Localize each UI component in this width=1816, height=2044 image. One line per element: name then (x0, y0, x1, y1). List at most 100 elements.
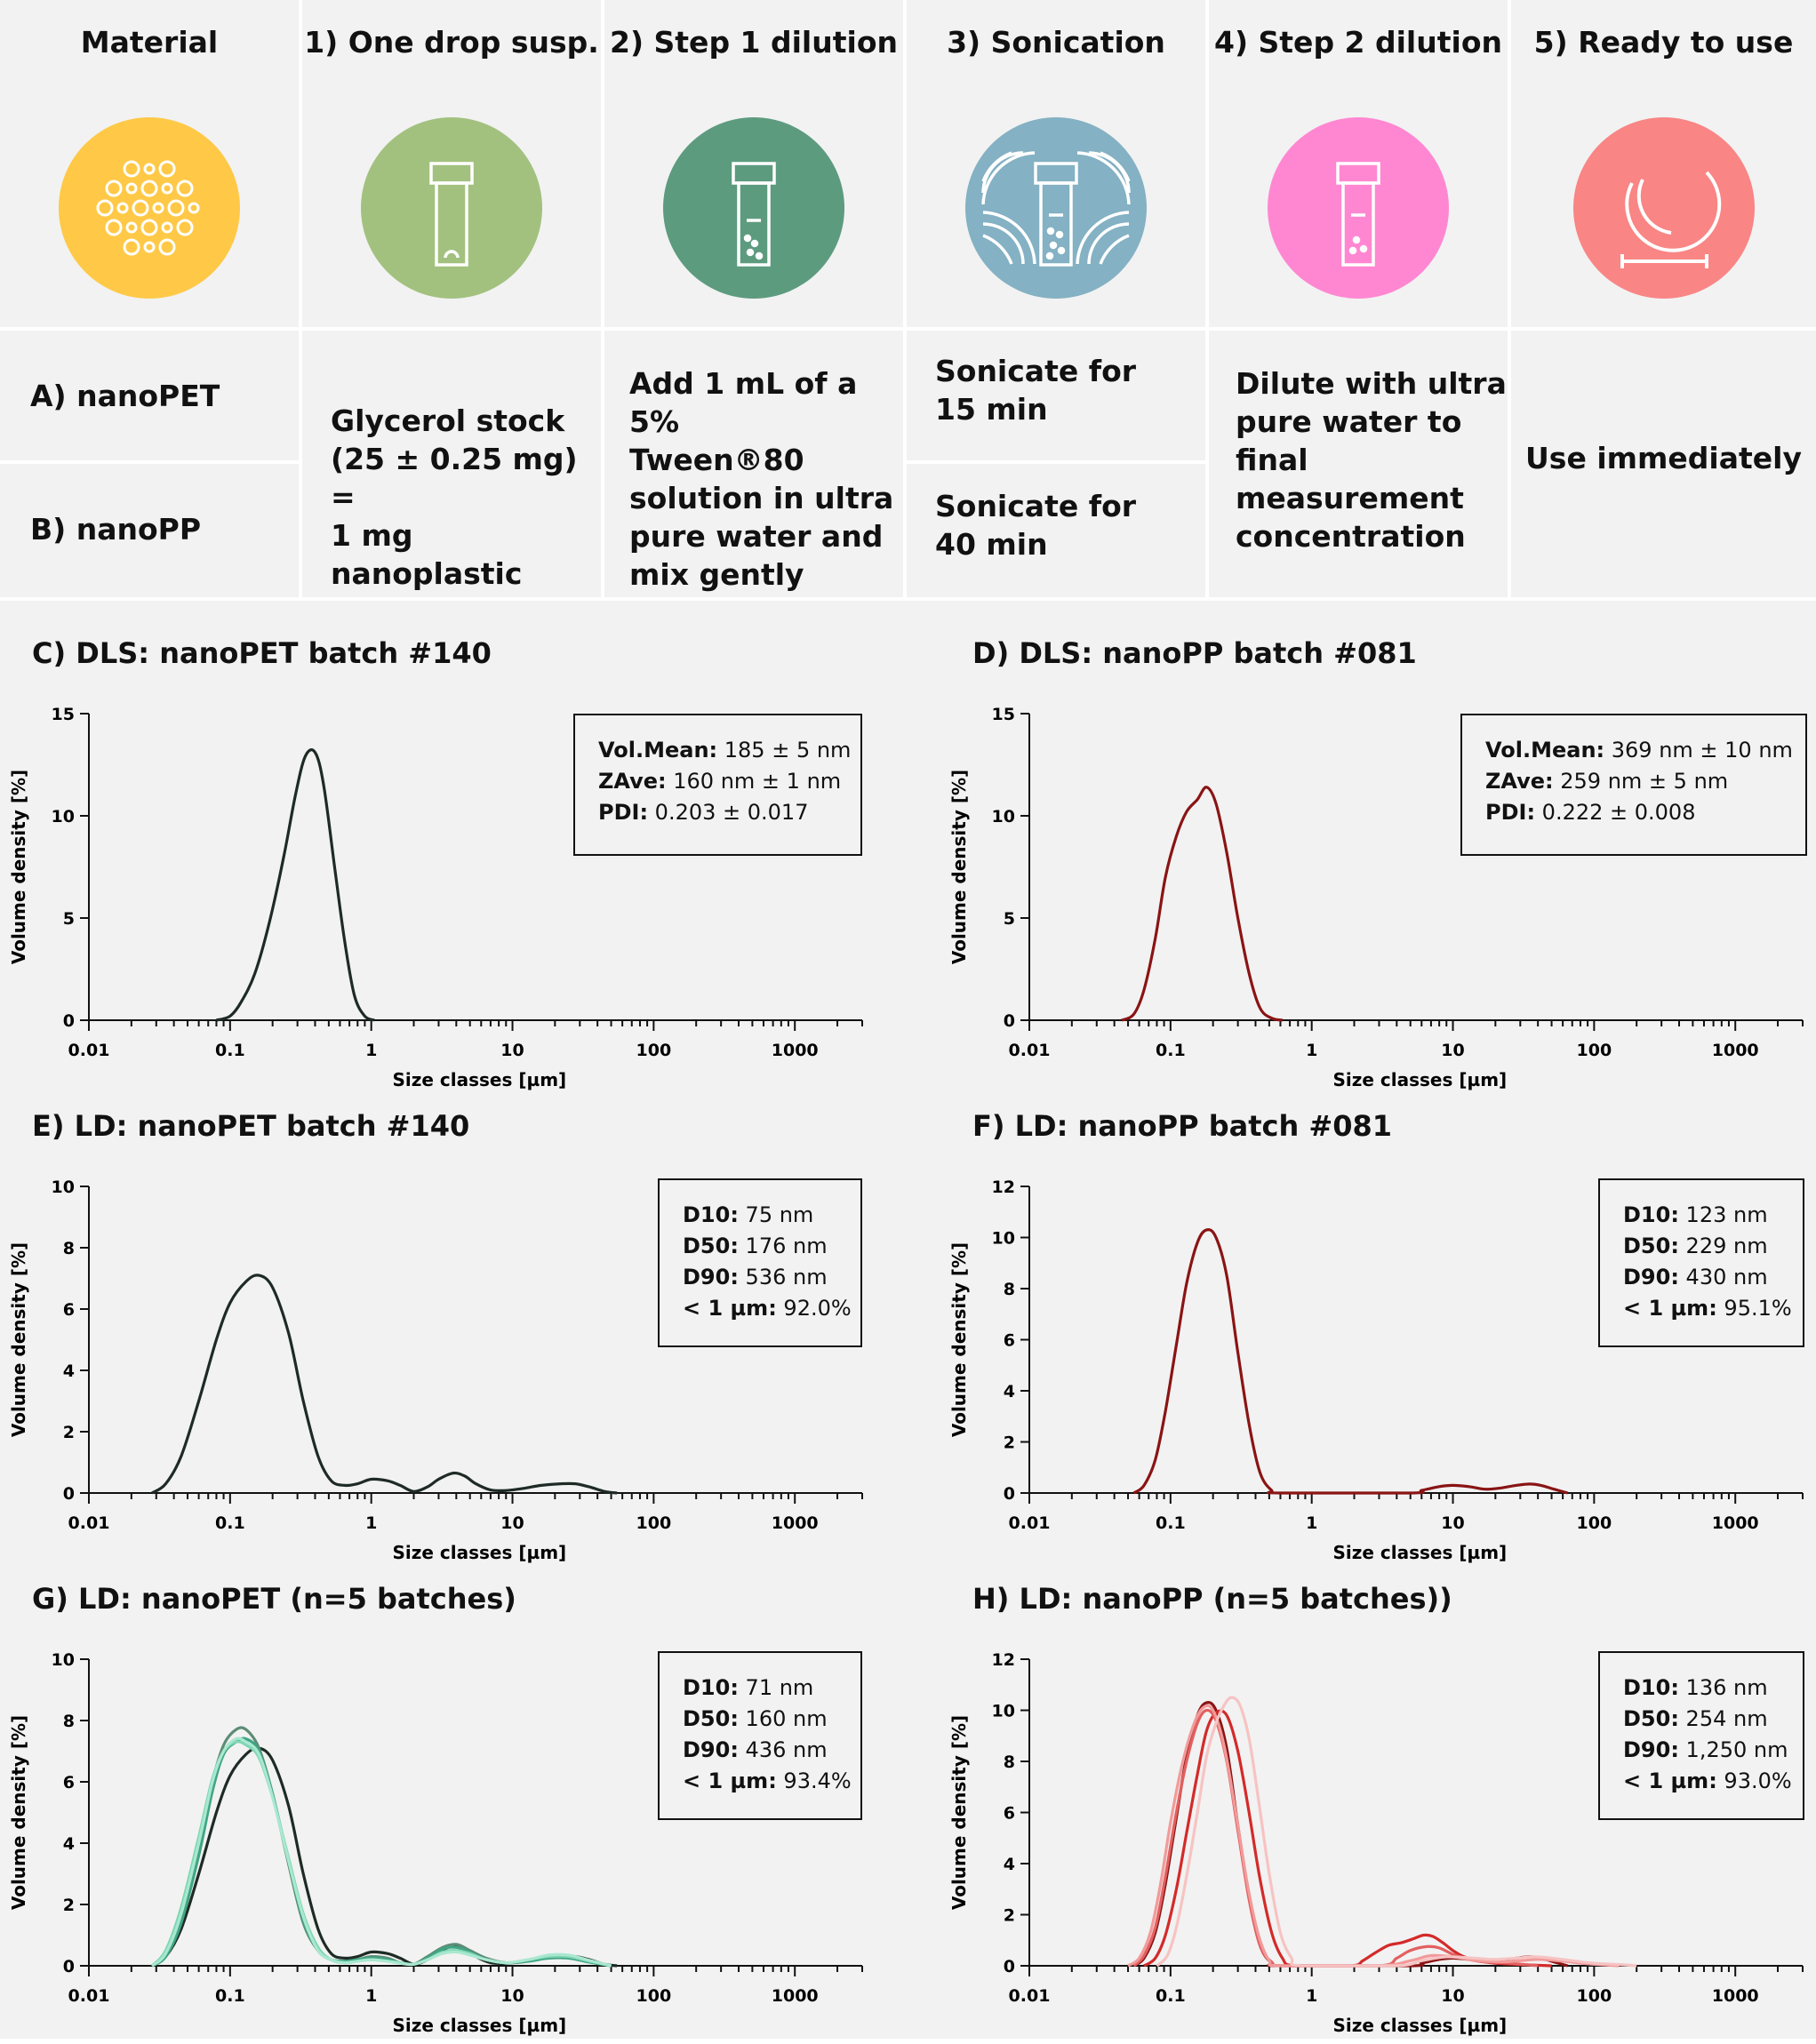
x-tick-label: 1000 (772, 1986, 819, 2006)
stat-key: D50: (683, 1234, 739, 1258)
stat-row: ZAve: 259 nm ± 5 nm (1485, 766, 1805, 797)
chart-panel-C: C) DLS: nanoPET batch #140 0 5 10 15 0.01 0.1 1… (0, 624, 876, 1098)
stat-value: 93.4% (776, 1769, 852, 1793)
vial-dilution-icon (663, 117, 844, 299)
x-tick-label: 0.01 (1009, 1513, 1051, 1533)
stat-row: < 1 µm: 93.4% (683, 1766, 860, 1797)
step5-text: Use immediately (1525, 441, 1802, 475)
material-cell: A) nanoPET B) nanoPP (0, 331, 302, 601)
stat-row: D10: 136 nm (1623, 1673, 1803, 1704)
chart-title: H) LD: nanoPP (n=5 batches)) (972, 1582, 1452, 1616)
stat-value: 436 nm (738, 1737, 828, 1762)
stat-key: D90: (1623, 1737, 1679, 1762)
stat-value: 95.1% (1716, 1296, 1792, 1321)
y-tick-label: 10 (52, 1178, 75, 1197)
stat-value: 92.0% (776, 1296, 852, 1321)
step2-line: mix gently (629, 557, 804, 592)
stat-value: 93.0% (1716, 1769, 1792, 1793)
y-tick-label: 10 (992, 807, 1015, 826)
stats-box: Vol.Mean: 185 ± 5 nm ZAve: 160 nm ± 1 nm P… (573, 714, 862, 856)
sonic-a-line: Sonicate for (935, 354, 1137, 388)
header-cell-step4: 4) Step 2 dilution (1209, 0, 1511, 331)
step2-cell: Add 1 mL of a 5% Tween®80 solution in ul… (604, 331, 907, 601)
stat-key: D50: (1623, 1234, 1679, 1258)
stat-value: 160 nm (738, 1706, 828, 1731)
stat-row: PDI: 0.203 ± 0.017 (598, 797, 860, 828)
chart-panel-G: G) LD: nanoPET (n=5 batches) 0 2 4 6 8 10 0.01 0… (0, 1569, 876, 2044)
y-tick-label: 0 (63, 1484, 75, 1504)
y-tick-label: 2 (1004, 1906, 1015, 1926)
x-tick-label: 0.01 (68, 1986, 110, 2006)
sonic-a-line: 15 min (935, 392, 1048, 427)
stat-key: < 1 µm: (1623, 1296, 1717, 1321)
y-tick-label: 5 (63, 909, 75, 929)
stat-row: D10: 71 nm (683, 1673, 860, 1704)
y-axis-label: Volume density [%] (8, 1715, 29, 1910)
step1-line: (25 ± 0.25 mg) = (331, 442, 578, 515)
header-title: 3) Sonication (947, 25, 1165, 60)
series-line (1132, 1228, 1569, 1495)
x-axis-label: Size classes [µm] (392, 1069, 566, 1090)
x-tick-label: 10 (500, 1041, 524, 1060)
y-tick-label: 0 (1004, 1484, 1015, 1504)
series-line (151, 1737, 612, 1968)
x-tick-label: 0.1 (215, 1986, 245, 2006)
step4-line: Dilute with ultra (1236, 366, 1507, 401)
ready-icon (1572, 117, 1755, 299)
y-tick-label: 6 (63, 1300, 75, 1320)
stat-value: 123 nm (1678, 1202, 1768, 1227)
protocol-table: Material 1) One drop susp. 2) Step 1 dil… (0, 0, 1816, 601)
stat-row: PDI: 0.222 ± 0.008 (1485, 797, 1805, 828)
x-tick-label: 1 (1306, 1986, 1317, 2006)
step3-cell: Sonicate for 15 min Sonicate for 40 min (907, 331, 1209, 601)
stat-row: D90: 1,250 nm (1623, 1735, 1803, 1766)
header-title: Material (80, 25, 219, 60)
series-line (151, 1746, 618, 1968)
x-tick-label: 10 (1441, 1986, 1464, 2006)
y-axis-label: Volume density [%] (8, 770, 29, 964)
step1-line: Glycerol stock (331, 403, 565, 438)
chart-panel-F: F) LD: nanoPP batch #081 0 2 4 6 8 10 12 0.01 0.1… (940, 1097, 1816, 1571)
stat-key: Vol.Mean: (598, 738, 718, 763)
x-tick-label: 100 (1577, 1041, 1612, 1060)
stat-key: < 1 µm: (1623, 1769, 1717, 1793)
stat-key: D90: (683, 1265, 739, 1289)
x-axis-label: Size classes [µm] (1332, 1542, 1507, 1563)
y-tick-label: 4 (63, 1834, 75, 1854)
header-cell-step2: 2) Step 1 dilution (604, 0, 907, 331)
chart-title: F) LD: nanoPP batch #081 (972, 1109, 1392, 1143)
chart-title: E) LD: nanoPET batch #140 (32, 1109, 469, 1143)
vial-drop-icon (361, 117, 542, 299)
y-tick-label: 0 (63, 1957, 75, 1976)
chart-title: D) DLS: nanoPP batch #081 (972, 636, 1417, 670)
y-axis-label: Volume density [%] (948, 1715, 970, 1910)
header-cell-material: Material (0, 0, 302, 331)
stat-key: < 1 µm: (683, 1769, 777, 1793)
x-tick-label: 1 (365, 1513, 377, 1533)
x-tick-label: 0.01 (1009, 1986, 1051, 2006)
x-axis-label: Size classes [µm] (1332, 1069, 1507, 1090)
stat-row: ZAve: 160 nm ± 1 nm (598, 766, 860, 797)
x-tick-label: 1000 (1712, 1041, 1759, 1060)
step2-line: Tween®80 (629, 443, 804, 477)
chart-svg: C) DLS: nanoPET batch #140 0 5 10 15 0.01 0.1 1… (8, 636, 863, 1090)
stat-value: 229 nm (1678, 1234, 1768, 1258)
y-tick-label: 5 (1004, 909, 1015, 929)
stat-value: 71 nm (738, 1675, 814, 1700)
step4-cell: Dilute with ultra pure water to final me… (1209, 331, 1511, 601)
y-tick-label: 12 (992, 1178, 1015, 1197)
chart-panel-D: D) DLS: nanoPP batch #081 0 5 10 15 0.01 0.1 1 1… (940, 624, 1816, 1098)
stat-value: 1,250 nm (1678, 1737, 1788, 1762)
stat-value: 0.203 ± 0.017 (648, 800, 809, 825)
stats-box: D10: 75 nm D50: 176 nm D90: 536 nm < 1 µm: … (658, 1178, 862, 1347)
series-line (1132, 1708, 1539, 1968)
chart-svg: F) LD: nanoPP batch #081 0 2 4 6 8 10 12 0.01 0.1… (948, 1109, 1804, 1563)
series-line (151, 1274, 618, 1495)
x-tick-label: 100 (636, 1041, 672, 1060)
header-cell-step3: 3) Sonication (907, 0, 1209, 331)
particles-icon (59, 117, 240, 299)
chart-svg: H) LD: nanoPP (n=5 batches)) 0 2 4 6 8 10 12 0.0… (948, 1582, 1804, 2036)
stats-box: D10: 123 nm D50: 229 nm D90: 430 nm < 1 µm:… (1598, 1178, 1804, 1347)
x-tick-label: 10 (1441, 1513, 1464, 1533)
stat-value: 536 nm (738, 1265, 828, 1289)
